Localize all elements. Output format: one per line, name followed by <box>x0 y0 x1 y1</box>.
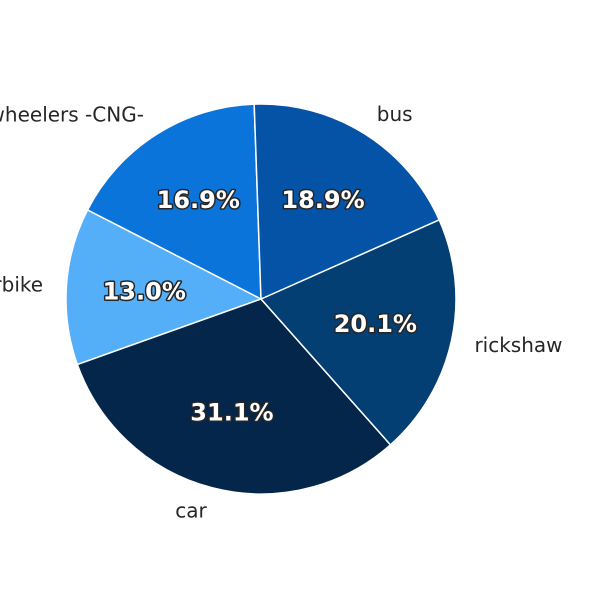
category-label: three wheelers -CNG- <box>0 103 144 127</box>
category-label: car <box>175 499 207 523</box>
percentage-label: 31.1% <box>190 398 273 426</box>
pie-slice-three-wheelers-cng <box>86 103 262 301</box>
pie-slice-rickshaw <box>259 218 457 446</box>
category-label: motorbike <box>0 273 43 297</box>
pie-slices <box>65 103 457 495</box>
pie-slice-motorbike <box>65 208 263 366</box>
percentage-label: 16.9% <box>157 186 240 214</box>
pie-slice-bus <box>253 103 441 301</box>
category-label: rickshaw <box>474 333 562 357</box>
percentage-labels: 16.9% 13.0% 31.1% 20.1% 18.9% <box>101 184 418 428</box>
category-label: bus <box>377 102 413 126</box>
pie-slice-car <box>76 298 392 495</box>
percentage-label: 18.9% <box>281 186 364 214</box>
category-labels: three wheelers -CNG-motorbike car rickshaw… <box>0 102 563 523</box>
percentage-label: 13.0% <box>103 277 186 305</box>
percentage-label: 20.1% <box>334 310 417 338</box>
